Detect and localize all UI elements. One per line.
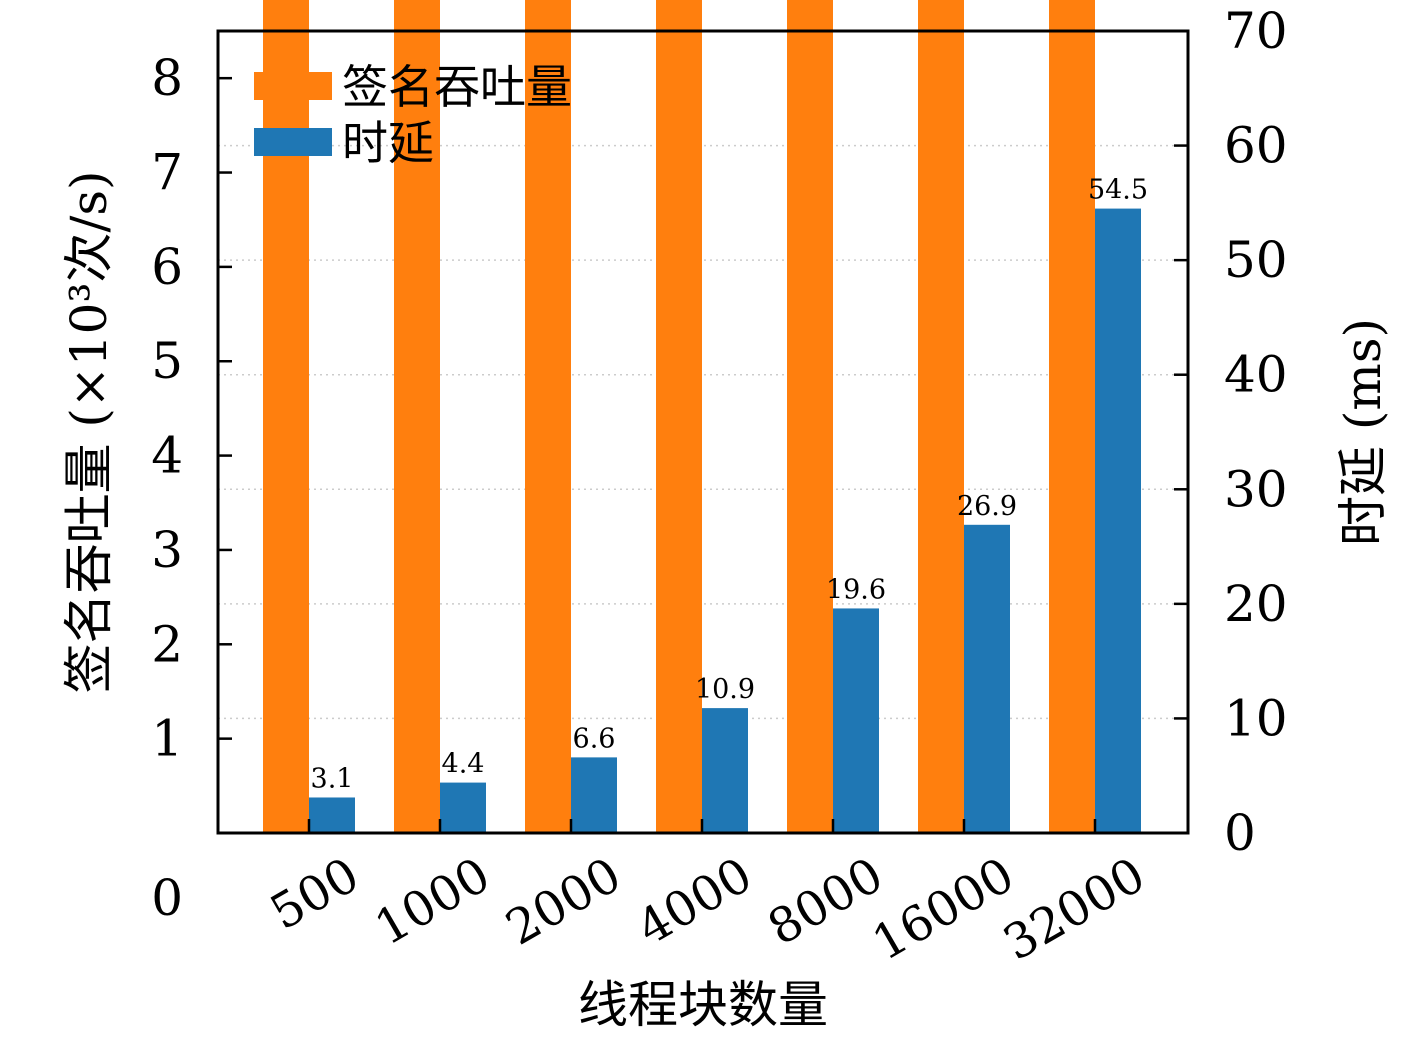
bar-latency (571, 757, 617, 833)
y2-tick-label: 60 (1224, 117, 1288, 175)
y2-tick-label: 20 (1224, 575, 1288, 633)
bar-latency (1095, 208, 1141, 834)
bar-throughput (525, 0, 571, 833)
axis-ticks (218, 29, 1188, 835)
grid-lines (218, 144, 1188, 720)
legend-swatch-latency (254, 128, 332, 156)
x-tick-label: 4000 (628, 847, 762, 957)
bar-throughput (263, 0, 309, 833)
bar-throughput (1049, 0, 1095, 833)
bar-latency (833, 608, 879, 833)
bar-label-latency: 4.4 (442, 749, 485, 780)
legend-label-latency: 时延 (342, 116, 434, 170)
bar-latency (964, 524, 1010, 833)
x-tick-label: 1000 (366, 847, 500, 957)
bar-label-latency: 10.9 (695, 674, 755, 705)
y-axis-title: 签名吞吐量 (×10³次/s) (60, 171, 118, 694)
y2-tick-label: 70 (1224, 2, 1288, 60)
y-tick-label: 7 (151, 144, 183, 202)
y-tick-label: 5 (151, 332, 183, 390)
x-tick-label: 500 (261, 847, 368, 941)
bar-label-latency: 26.9 (957, 491, 1017, 522)
y2-tick-label: 40 (1224, 346, 1288, 404)
bar-latency (702, 708, 748, 833)
x-tick-label: 2000 (497, 847, 631, 957)
y-tick-label: 0 (151, 869, 183, 927)
bar-labels: 204193.1292024.4386136.64700910.95214419… (311, 175, 1149, 795)
bars (263, 0, 1141, 834)
y2-tick-label: 30 (1224, 460, 1288, 518)
y-tick-label: 8 (151, 49, 183, 107)
y-tick-label: 6 (151, 238, 183, 296)
y2-tick-label: 50 (1224, 231, 1288, 289)
y-tick-label: 2 (151, 615, 183, 673)
bar-label-latency: 54.5 (1088, 175, 1148, 206)
x-axis-title: 线程块数量 (578, 976, 828, 1034)
left-axis-tick-labels: 0 1 2 3 4 5 6 7 8 (151, 49, 183, 927)
x-tick-label: 32000 (994, 847, 1154, 972)
bar-latency (440, 782, 486, 833)
bar-throughput (787, 0, 833, 834)
legend-label-throughput: 签名吞吐量 (342, 60, 572, 114)
y2-tick-label: 0 (1224, 804, 1256, 862)
bar-throughput (918, 0, 964, 833)
bar-throughput (656, 0, 702, 833)
y-tick-label: 1 (151, 710, 183, 768)
y-tick-label: 3 (151, 521, 183, 579)
x-tick-label: 16000 (863, 847, 1023, 972)
y2-axis-title: 时延 (ms) (1334, 318, 1392, 546)
legend-swatch-throughput (254, 72, 332, 100)
y2-tick-label: 10 (1224, 689, 1288, 747)
bar-throughput (394, 0, 440, 834)
legend: 签名吞吐量 时延 (254, 60, 572, 170)
bar-label-latency: 6.6 (573, 723, 616, 754)
bar-label-latency: 3.1 (311, 763, 354, 794)
bar-latency (309, 797, 355, 833)
y-tick-label: 4 (151, 427, 183, 485)
bar-label-latency: 19.6 (826, 574, 886, 605)
right-axis-tick-labels: 0 10 20 30 40 50 60 70 (1224, 2, 1288, 862)
